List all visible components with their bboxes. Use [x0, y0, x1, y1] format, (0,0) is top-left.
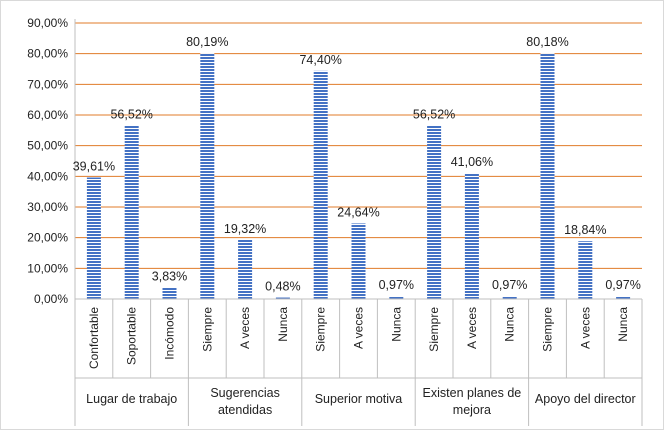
- category-label: Confortable: [87, 307, 101, 369]
- data-label: 56,52%: [413, 108, 455, 122]
- axes: [74, 19, 643, 426]
- data-label: 3,83%: [152, 269, 187, 283]
- category-label: A veces: [352, 307, 366, 349]
- y-tick-label: 70,00%: [27, 77, 68, 91]
- data-label: 74,40%: [299, 53, 341, 67]
- category-label: Nunca: [616, 307, 630, 342]
- bar: [578, 241, 593, 299]
- y-tick-label: 60,00%: [27, 108, 68, 122]
- bar: [275, 297, 290, 299]
- category-label: Siempre: [314, 307, 328, 352]
- category-label: Nunca: [389, 307, 403, 342]
- bar: [389, 296, 404, 299]
- labels: 0,00% 10,00% 20,00% 30,00% 40,00% 50,00% 60,00…: [27, 16, 641, 417]
- bar: [162, 287, 177, 299]
- group-label: Lugar de trabajo: [86, 392, 177, 406]
- y-tick-label: 40,00%: [27, 169, 68, 183]
- category-label: Nunca: [276, 307, 290, 342]
- group-label: Superior motiva: [315, 392, 403, 406]
- bar: [124, 125, 139, 299]
- category-label: Siempre: [200, 307, 214, 352]
- data-label: 80,19%: [186, 35, 228, 49]
- bar: [427, 125, 442, 299]
- group-label: Sugerencias: [210, 386, 280, 400]
- y-tick-label: 20,00%: [27, 231, 68, 245]
- bar: [464, 173, 479, 299]
- category-label: Incómodo: [163, 307, 177, 360]
- y-tick-label: 90,00%: [27, 16, 68, 30]
- category-label: A veces: [238, 307, 252, 349]
- bar: [86, 177, 101, 299]
- data-label: 41,06%: [451, 155, 493, 169]
- bar: [238, 239, 253, 299]
- data-label: 80,18%: [526, 35, 568, 49]
- group-label: Apoyo del director: [535, 392, 636, 406]
- group-label: atendidas: [218, 403, 272, 417]
- category-label: Soportable: [125, 307, 139, 365]
- category-label: A veces: [578, 307, 592, 349]
- data-label: 0,97%: [605, 278, 640, 292]
- data-label: 0,97%: [379, 278, 414, 292]
- data-label: 39,61%: [73, 160, 115, 174]
- y-tick-label: 30,00%: [27, 200, 68, 214]
- group-label: Existen planes de: [423, 386, 522, 400]
- category-label: A veces: [465, 307, 479, 349]
- data-label: 56,52%: [110, 108, 152, 122]
- y-tick-label: 50,00%: [27, 139, 68, 153]
- bar: [351, 223, 366, 299]
- data-label: 0,97%: [492, 278, 527, 292]
- data-label: 24,64%: [337, 205, 379, 219]
- data-label: 19,32%: [224, 222, 266, 236]
- category-label: Siempre: [541, 307, 555, 352]
- y-tick-label: 80,00%: [27, 47, 68, 61]
- category-label: Nunca: [503, 307, 517, 342]
- bars: [86, 53, 631, 299]
- y-tick-label: 10,00%: [27, 261, 68, 275]
- bar: [200, 53, 215, 299]
- bar: [502, 296, 517, 299]
- bar: [540, 53, 555, 299]
- bar: [616, 296, 631, 299]
- category-label: Siempre: [427, 307, 441, 352]
- group-label: mejora: [453, 403, 491, 417]
- bar: [313, 70, 328, 299]
- y-tick-label: 0,00%: [34, 292, 68, 306]
- data-label: 0,48%: [265, 280, 300, 294]
- data-label: 18,84%: [564, 223, 606, 237]
